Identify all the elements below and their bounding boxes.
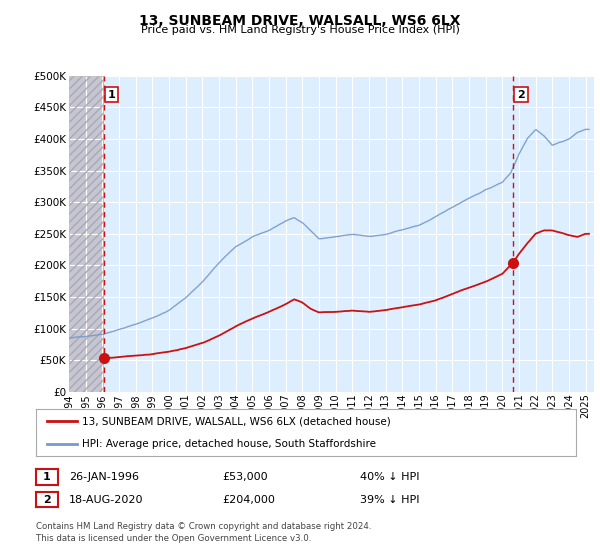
Text: 40% ↓ HPI: 40% ↓ HPI [360, 472, 419, 482]
Text: 2: 2 [43, 494, 50, 505]
Text: 39% ↓ HPI: 39% ↓ HPI [360, 494, 419, 505]
Text: HPI: Average price, detached house, South Staffordshire: HPI: Average price, detached house, Sout… [82, 439, 376, 449]
Text: This data is licensed under the Open Government Licence v3.0.: This data is licensed under the Open Gov… [36, 534, 311, 543]
Text: Contains HM Land Registry data © Crown copyright and database right 2024.: Contains HM Land Registry data © Crown c… [36, 522, 371, 531]
Text: Price paid vs. HM Land Registry's House Price Index (HPI): Price paid vs. HM Land Registry's House … [140, 25, 460, 35]
Text: 13, SUNBEAM DRIVE, WALSALL, WS6 6LX: 13, SUNBEAM DRIVE, WALSALL, WS6 6LX [139, 14, 461, 28]
Text: 13, SUNBEAM DRIVE, WALSALL, WS6 6LX (detached house): 13, SUNBEAM DRIVE, WALSALL, WS6 6LX (det… [82, 416, 391, 426]
Text: 2: 2 [517, 90, 525, 100]
Text: 18-AUG-2020: 18-AUG-2020 [69, 494, 143, 505]
Bar [69, 76, 103, 392]
Text: £204,000: £204,000 [222, 494, 275, 505]
Text: £53,000: £53,000 [222, 472, 268, 482]
Bar [69, 76, 103, 392]
Text: 26-JAN-1996: 26-JAN-1996 [69, 472, 139, 482]
Text: 1: 1 [107, 90, 115, 100]
Text: 1: 1 [43, 472, 50, 482]
